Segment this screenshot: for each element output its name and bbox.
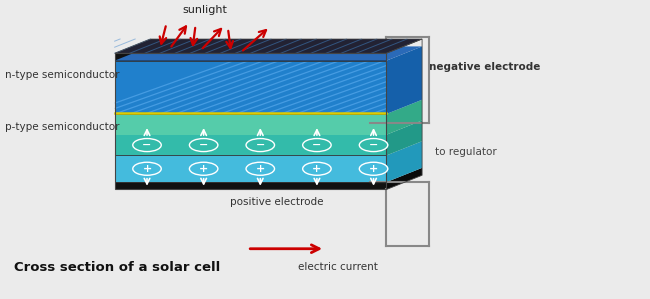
Polygon shape	[114, 53, 387, 61]
Polygon shape	[114, 46, 422, 61]
Circle shape	[359, 162, 388, 175]
Circle shape	[246, 138, 274, 152]
Text: +: +	[369, 164, 378, 174]
Polygon shape	[114, 135, 387, 155]
Text: n-type semiconductor: n-type semiconductor	[5, 71, 119, 80]
Text: negative electrode: negative electrode	[428, 62, 540, 71]
Polygon shape	[114, 39, 422, 53]
Polygon shape	[387, 46, 422, 114]
Text: +: +	[312, 164, 322, 174]
Circle shape	[303, 138, 331, 152]
Text: −: −	[369, 140, 378, 150]
Text: −: −	[255, 140, 265, 150]
Circle shape	[133, 162, 161, 175]
Text: +: +	[255, 164, 265, 174]
Polygon shape	[114, 61, 387, 114]
Circle shape	[303, 162, 331, 175]
Circle shape	[359, 138, 388, 152]
Polygon shape	[114, 114, 387, 135]
Polygon shape	[114, 155, 387, 182]
Text: +: +	[199, 164, 208, 174]
Text: electric current: electric current	[298, 262, 378, 272]
Text: Cross section of a solar cell: Cross section of a solar cell	[14, 262, 220, 274]
Text: −: −	[312, 140, 322, 150]
Circle shape	[189, 162, 218, 175]
Text: positive electrode: positive electrode	[229, 197, 323, 207]
Text: −: −	[142, 140, 151, 150]
Polygon shape	[387, 141, 422, 182]
Polygon shape	[387, 168, 422, 190]
Text: +: +	[142, 164, 151, 174]
Polygon shape	[387, 100, 422, 135]
Text: p-type semiconductor: p-type semiconductor	[5, 122, 119, 132]
Text: to regulator: to regulator	[435, 147, 497, 158]
Text: −: −	[199, 140, 209, 150]
Text: sunlight: sunlight	[183, 5, 227, 15]
Circle shape	[246, 162, 274, 175]
Circle shape	[189, 138, 218, 152]
Polygon shape	[114, 182, 387, 190]
Circle shape	[133, 138, 161, 152]
Polygon shape	[387, 120, 422, 155]
